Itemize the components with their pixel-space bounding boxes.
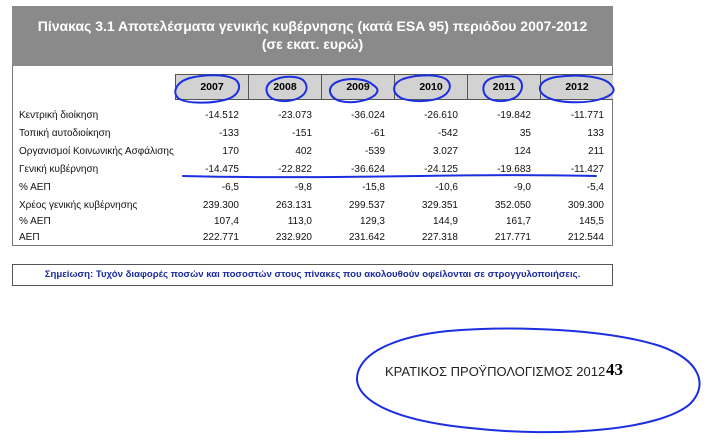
rounding-note: Σημείωση: Τυχόν διαφορές ποσών και ποσοσ…: [12, 264, 613, 286]
table-row: Τοπική αυτοδιοίκηση -133 -151 -61 -542 3…: [12, 125, 613, 143]
table-row: Κεντρική διοίκηση -14.512 -23.073 -36.02…: [12, 107, 613, 125]
table-row: Οργανισμοί Κοινωνικής Ασφάλισης 170 402 …: [12, 143, 613, 161]
cell: 352.050: [494, 200, 531, 211]
cell: -19.683: [497, 164, 531, 175]
cell: 232.920: [275, 232, 312, 243]
year-header: 2012: [540, 75, 613, 99]
cell: 129,3: [359, 216, 385, 227]
cell: -11.427: [570, 164, 604, 175]
cell: -61: [370, 128, 385, 139]
cell: 170: [222, 146, 239, 157]
cell: 124: [514, 146, 531, 157]
cell: -23.073: [278, 110, 312, 121]
year-header: 2007: [175, 75, 248, 99]
cell: -24.125: [424, 164, 458, 175]
cell: -26.610: [424, 110, 458, 121]
cell: 145,5: [578, 216, 604, 227]
cell: 402: [295, 146, 312, 157]
cell: -19.842: [497, 110, 531, 121]
cell: 35: [519, 128, 531, 139]
row-label: % ΑΕΠ: [19, 216, 51, 227]
cell: 161,7: [505, 216, 531, 227]
year-header: 2008: [248, 75, 321, 99]
cell: 133: [587, 128, 604, 139]
row-label: Οργανισμοί Κοινωνικής Ασφάλισης: [19, 146, 174, 157]
cell: 239.300: [202, 200, 239, 211]
cell: -151: [291, 128, 312, 139]
cell: -10,6: [435, 182, 458, 193]
table-row: % ΑΕΠ -6,5 -9,8 -15,8 -10,6 -9,0 -5,4: [12, 179, 613, 197]
table-title: Πίνακας 3.1 Αποτελέσματα γενικής κυβέρνη…: [12, 6, 613, 66]
cell: -36.024: [351, 110, 385, 121]
cell: 217.771: [494, 232, 531, 243]
cell: 263.131: [275, 200, 312, 211]
cell: 231.642: [348, 232, 385, 243]
title-line-1: Πίνακας 3.1 Αποτελέσματα γενικής κυβέρνη…: [37, 18, 588, 34]
cell: 113,0: [287, 216, 312, 227]
cell: -6,5: [221, 182, 239, 193]
cell: -9,0: [513, 182, 531, 193]
cell: -11.771: [570, 110, 604, 121]
table-row: % ΑΕΠ 107,4 113,0 129,3 144,9 161,7 145,…: [12, 213, 613, 231]
year-header-row: 2007 2008 2009 2010 2011 2012: [175, 74, 613, 100]
cell: 299.537: [348, 200, 385, 211]
row-label: ΑΕΠ: [19, 232, 40, 243]
row-label: Κεντρική διοίκηση: [19, 110, 99, 121]
row-label: Τοπική αυτοδιοίκηση: [19, 128, 111, 139]
year-header: 2011: [467, 75, 540, 99]
row-label: Γενική κυβέρνηση: [19, 164, 99, 175]
cell: 329.351: [421, 200, 458, 211]
cell: 227.318: [421, 232, 458, 243]
cell: -539: [364, 146, 385, 157]
cell: -36.624: [351, 164, 385, 175]
footer-budget-title: ΚΡΑΤΙΚΟΣ ΠΡΟΫΠΟΛΟΓΙΣΜΟΣ 2012: [385, 364, 606, 379]
cell: -22.822: [278, 164, 312, 175]
year-header: 2009: [321, 75, 394, 99]
circle-footer-mark: [356, 327, 701, 434]
year-header: 2010: [394, 75, 467, 99]
title-line-2: (σε εκατ. ευρώ): [261, 36, 364, 52]
table-row: Γενική κυβέρνηση -14.475 -22.822 -36.624…: [12, 161, 613, 179]
cell: 3.027: [432, 146, 458, 157]
cell: 144,9: [432, 216, 458, 227]
cell: -133: [218, 128, 239, 139]
page-number: 43: [606, 360, 623, 379]
cell: -542: [437, 128, 458, 139]
cell: 309.300: [567, 200, 604, 211]
cell: 107,4: [213, 216, 239, 227]
cell: -15,8: [362, 182, 385, 193]
cell: 222.771: [202, 232, 239, 243]
row-label: % ΑΕΠ: [19, 182, 51, 193]
table-row: ΑΕΠ 222.771 232.920 231.642 227.318 217.…: [12, 229, 613, 247]
table-row: Χρέος γενικής κυβέρνησης 239.300 263.131…: [12, 197, 613, 215]
row-label: Χρέος γενικής κυβέρνησης: [19, 200, 138, 211]
cell: -9,8: [294, 182, 312, 193]
cell: -14.512: [205, 110, 239, 121]
cell: 211: [588, 146, 604, 157]
cell: -5,4: [586, 182, 604, 193]
cell: 212.544: [567, 232, 604, 243]
cell: -14.475: [205, 164, 239, 175]
